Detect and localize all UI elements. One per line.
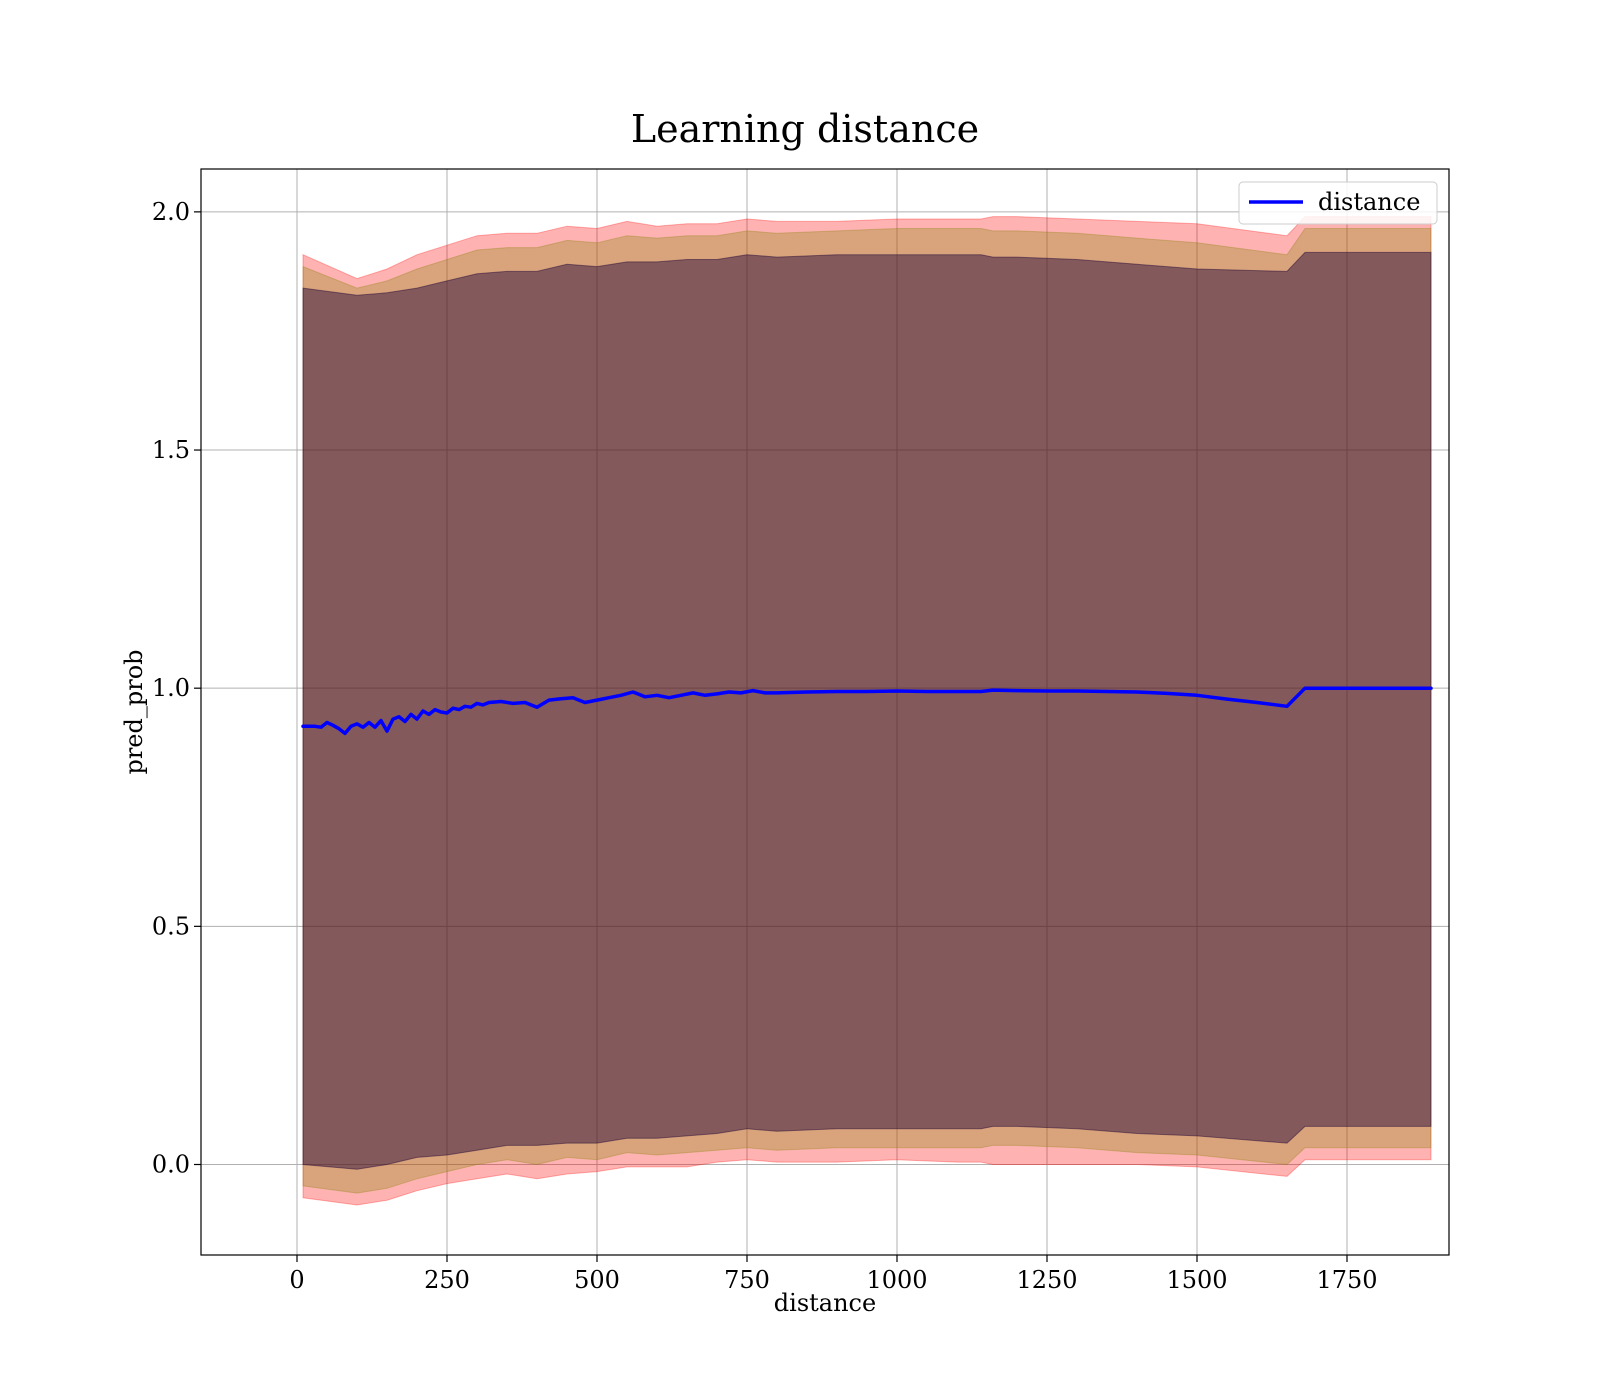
y-tick-label: 2.0 (152, 198, 190, 226)
legend-box (1238, 181, 1438, 225)
y-axis-label: pred_prob (120, 649, 148, 774)
y-tick-label: 0.5 (152, 912, 190, 940)
grid (201, 169, 1449, 1255)
y-axis-ticks: 0.0 0.5 1.0 1.5 2.0 (152, 198, 201, 1179)
confidence-band-1 (302, 216, 1432, 1206)
y-tick-label: 1.5 (152, 436, 190, 464)
x-tick-label: 750 (724, 1266, 770, 1294)
x-tick-label: 1250 (1016, 1266, 1077, 1294)
plot-background (201, 169, 1449, 1255)
series-lines (301, 686, 1433, 736)
confidence-band-2 (302, 228, 1432, 1194)
x-tick-label: 1500 (1166, 1266, 1227, 1294)
legend: distance (1238, 181, 1438, 225)
series-line-distance (301, 686, 1433, 736)
plot-frame (200, 168, 1450, 1256)
x-axis-label: distance (774, 1289, 876, 1317)
confidence-band-3 (302, 251, 1432, 1170)
x-tick-label: 1000 (866, 1266, 927, 1294)
chart-title: Learning distance (631, 107, 979, 151)
x-tick-label: 1750 (1316, 1266, 1377, 1294)
plot-area (200, 168, 1450, 1256)
legend-label: distance (1318, 188, 1420, 216)
y-tick-label: 0.0 (152, 1151, 190, 1179)
x-tick-label: 0 (289, 1266, 304, 1294)
y-tick-label: 1.0 (152, 674, 190, 702)
x-tick-label: 250 (424, 1266, 470, 1294)
x-tick-label: 500 (574, 1266, 620, 1294)
x-axis-ticks: 0 250 500 750 1000 1250 1500 1750 (289, 1255, 1378, 1294)
confidence-bands (302, 216, 1432, 1206)
